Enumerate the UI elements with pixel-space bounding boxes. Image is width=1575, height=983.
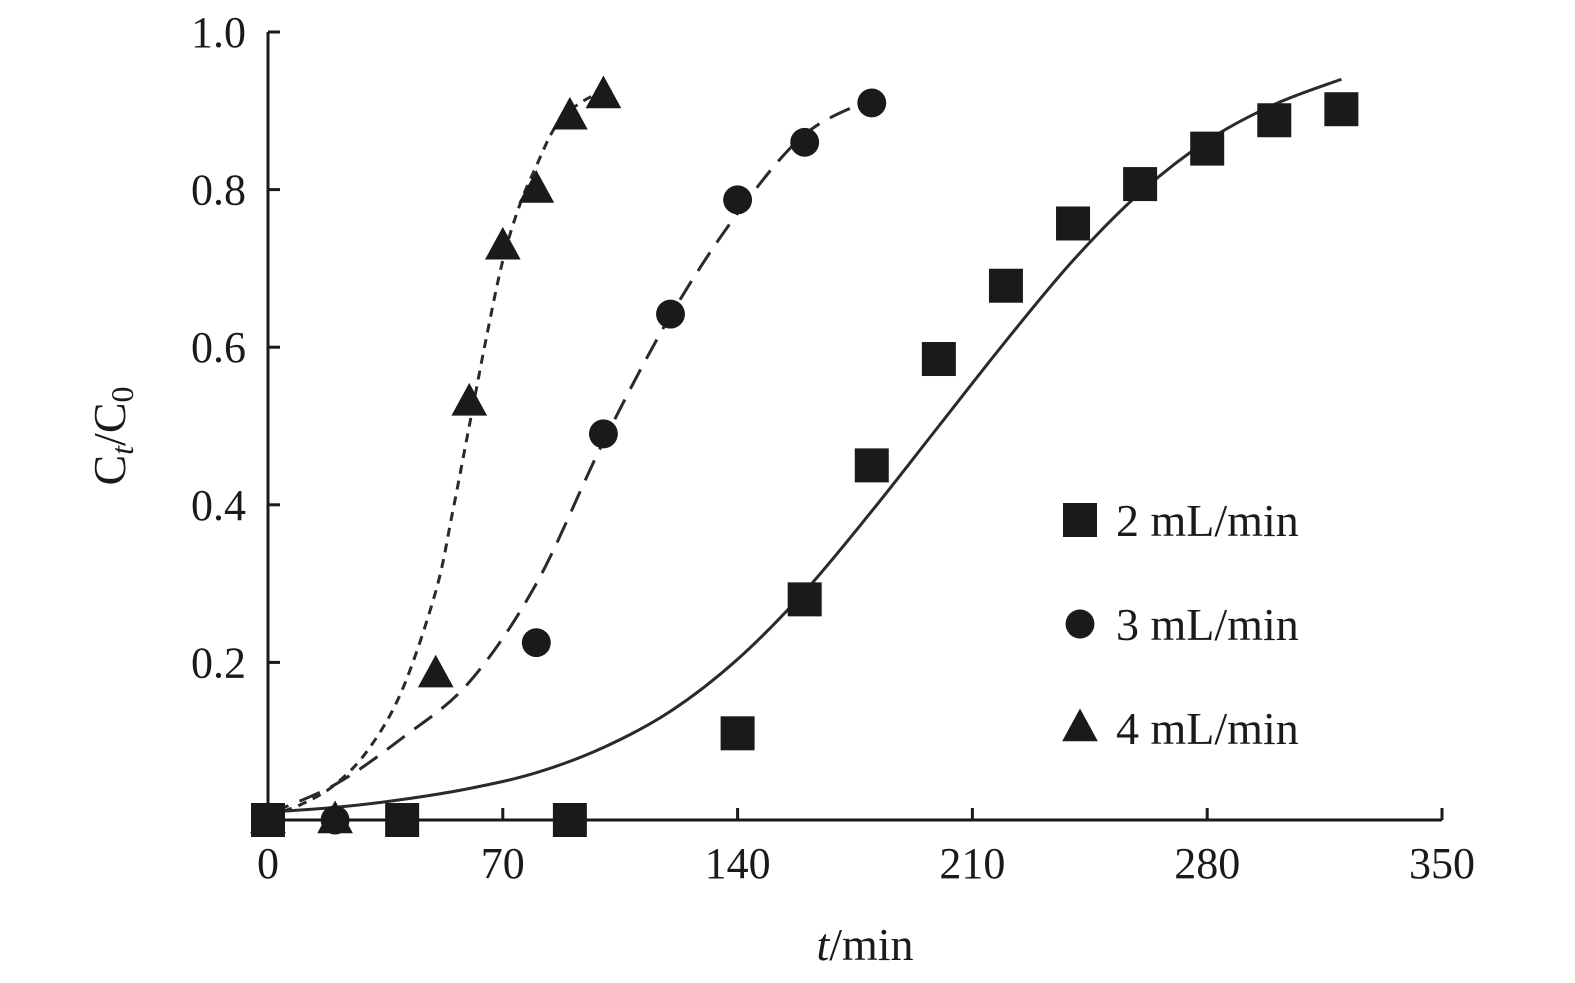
point-3-ml-min <box>723 185 753 215</box>
x-tick-label: 70 <box>481 839 525 888</box>
point-3-ml-min <box>857 88 887 118</box>
point-2-ml-min <box>1257 103 1292 138</box>
y-tick-label: 0.2 <box>191 638 246 687</box>
point-4-ml-min <box>484 226 521 260</box>
legend-marker-2-ml-min <box>1063 503 1097 537</box>
point-2-ml-min <box>385 803 420 837</box>
point-2-ml-min <box>1190 131 1225 166</box>
y-axis-title-sub-0: 0 <box>104 386 140 402</box>
point-2-ml-min <box>1324 92 1359 127</box>
fit-curve-3-ml-min <box>267 97 873 816</box>
point-4-ml-min <box>417 654 454 688</box>
point-3-ml-min <box>521 628 551 658</box>
x-axis-title: t/min <box>816 919 913 970</box>
legend-marker-3-ml-min <box>1065 609 1095 639</box>
point-2-ml-min <box>720 716 755 751</box>
point-4-ml-min <box>451 382 488 416</box>
legend-label-3-ml-min: 3 mL/min <box>1116 599 1299 650</box>
point-4-ml-min <box>585 75 622 109</box>
y-axis-title-sub-t: t <box>104 445 140 455</box>
legend-label-2-ml-min: 2 mL/min <box>1116 495 1299 546</box>
x-tick-label: 280 <box>1174 839 1240 888</box>
point-4-ml-min <box>250 800 286 834</box>
y-tick-label: 1.0 <box>191 8 246 57</box>
point-2-ml-min <box>854 448 889 483</box>
axes <box>266 32 1442 822</box>
legend-marker-4-ml-min <box>1062 708 1098 742</box>
x-tick-label: 350 <box>1409 839 1475 888</box>
point-2-ml-min <box>787 582 822 617</box>
point-4-ml-min <box>552 96 588 130</box>
y-axis-title: Ct/C0 <box>84 386 140 485</box>
point-4-ml-min <box>317 800 353 834</box>
point-2-ml-min <box>921 342 956 377</box>
y-tick-label: 0.6 <box>191 323 246 372</box>
point-3-ml-min <box>790 127 820 157</box>
x-axis-title-symbol: t <box>816 919 830 970</box>
y-ticks: 0.2 0.4 0.6 0.8 1.0 <box>191 8 280 687</box>
legend: 2 mL/min 3 mL/min 4 mL/min <box>1062 495 1299 754</box>
x-axis-title-unit: /min <box>829 919 913 970</box>
y-axis-title-c: C <box>84 455 135 486</box>
x-tick-label: 140 <box>705 839 771 888</box>
data-points <box>250 75 1359 837</box>
y-tick-label: 0.8 <box>191 166 246 215</box>
point-2-ml-min <box>1123 167 1158 202</box>
fit-curve-4-ml-min <box>267 89 605 818</box>
point-3-ml-min <box>588 419 618 449</box>
legend-label-4-ml-min: 4 mL/min <box>1116 703 1299 754</box>
point-3-ml-min <box>656 299 685 329</box>
point-2-ml-min <box>1056 206 1091 241</box>
x-ticks: 0 70 140 210 280 350 <box>257 808 1475 888</box>
point-4-ml-min <box>518 170 555 203</box>
point-2-ml-min <box>988 268 1023 303</box>
y-axis-title-ratio: /C <box>84 402 135 445</box>
point-2-ml-min <box>552 803 587 837</box>
y-tick-label: 0.4 <box>191 481 246 530</box>
x-tick-label: 0 <box>257 839 279 888</box>
x-tick-label: 210 <box>939 839 1005 888</box>
